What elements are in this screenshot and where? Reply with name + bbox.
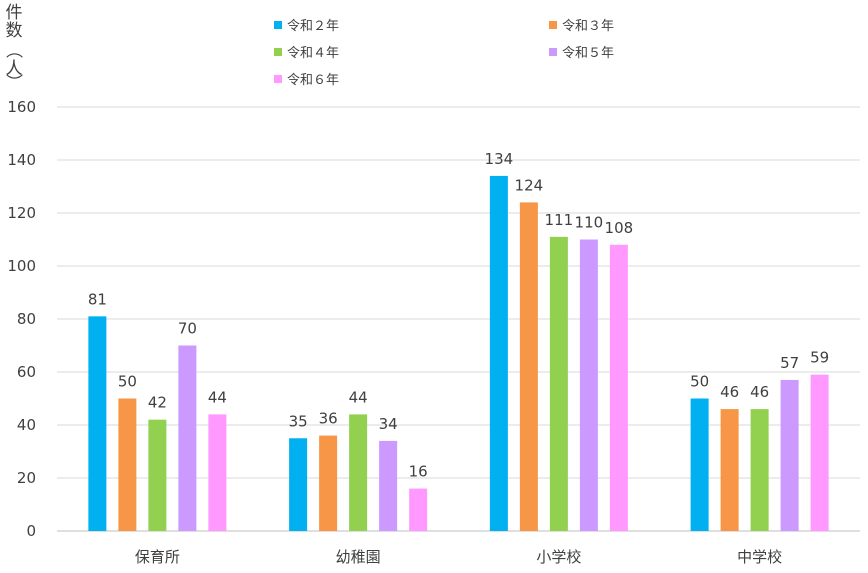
bar — [409, 488, 428, 531]
x-category-label: 中学校 — [737, 548, 782, 566]
y-axis-label-char: ） — [3, 74, 23, 91]
data-label: 124 — [515, 176, 544, 194]
data-label: 50 — [118, 373, 137, 391]
y-axis-label-char: 人 — [6, 59, 23, 79]
y-axis-label-char: 数 — [6, 21, 23, 41]
bar — [780, 379, 799, 531]
data-label: 46 — [720, 383, 739, 401]
y-tick-label: 20 — [17, 469, 36, 487]
y-tick-label: 40 — [17, 416, 36, 434]
y-tick-label: 120 — [7, 204, 36, 222]
x-axis-categories: 保育所 幼稚園 小学校 中学校 — [135, 548, 782, 566]
data-label: 42 — [148, 394, 167, 412]
y-axis-label: 件数（人） — [3, 3, 23, 91]
data-label: 111 — [545, 211, 574, 229]
legend-label: 令和４年 — [287, 46, 339, 61]
x-category-label: 幼稚園 — [336, 548, 381, 566]
bar — [208, 414, 227, 531]
bar — [118, 398, 137, 531]
data-label: 110 — [575, 214, 604, 232]
legend-label: 令和６年 — [287, 73, 339, 88]
y-tick-label: 0 — [26, 522, 36, 540]
bar — [810, 374, 829, 531]
legend-swatch — [549, 48, 557, 56]
y-axis-label-char: 件 — [6, 3, 23, 23]
data-label: 134 — [485, 150, 514, 168]
x-category-label: 保育所 — [135, 548, 180, 566]
y-axis-label-char: （ — [3, 42, 23, 59]
data-label: 70 — [178, 320, 197, 338]
legend-item: 令和２年 — [274, 19, 339, 34]
bar — [319, 435, 338, 531]
legend-item: 令和５年 — [549, 46, 614, 61]
data-label: 57 — [780, 354, 799, 372]
bar — [178, 345, 197, 531]
bar — [720, 409, 739, 531]
data-label: 34 — [379, 415, 398, 433]
data-label: 44 — [208, 388, 227, 406]
legend-swatch — [274, 48, 282, 56]
bars — [88, 175, 829, 532]
y-axis-ticks: 0 20 40 60 80 100 120 140 160 — [7, 98, 36, 540]
legend-item: 令和３年 — [549, 19, 614, 34]
legend-label: 令和２年 — [287, 19, 339, 34]
y-tick-label: 100 — [7, 257, 36, 275]
bar — [379, 440, 398, 531]
bar — [289, 438, 308, 531]
data-label: 35 — [289, 412, 308, 430]
data-label: 46 — [750, 383, 769, 401]
legend-label: 令和３年 — [562, 19, 614, 34]
data-label: 59 — [810, 349, 829, 367]
y-tick-label: 60 — [17, 363, 36, 381]
data-label: 81 — [88, 290, 107, 308]
data-label: 36 — [319, 410, 338, 428]
bar — [349, 414, 368, 531]
bar — [579, 239, 598, 531]
data-label: 108 — [605, 219, 634, 237]
legend-swatch — [549, 21, 557, 29]
legend-item: 令和６年 — [274, 73, 339, 88]
data-label: 44 — [349, 388, 368, 406]
legend-item: 令和４年 — [274, 46, 339, 61]
y-tick-label: 140 — [7, 151, 36, 169]
data-label: 50 — [690, 373, 709, 391]
bar — [750, 409, 769, 531]
bar — [609, 244, 628, 532]
bar — [549, 236, 568, 531]
legend-label: 令和５年 — [562, 46, 614, 61]
y-tick-label: 80 — [17, 310, 36, 328]
legend-swatch — [274, 75, 282, 83]
data-label: 16 — [409, 463, 428, 481]
bar — [148, 419, 167, 531]
x-category-label: 小学校 — [536, 548, 581, 566]
bar — [88, 316, 107, 531]
legend-swatch — [274, 21, 282, 29]
bar — [690, 398, 709, 531]
y-tick-label: 160 — [7, 98, 36, 116]
bar — [519, 202, 538, 531]
bar — [489, 175, 508, 531]
